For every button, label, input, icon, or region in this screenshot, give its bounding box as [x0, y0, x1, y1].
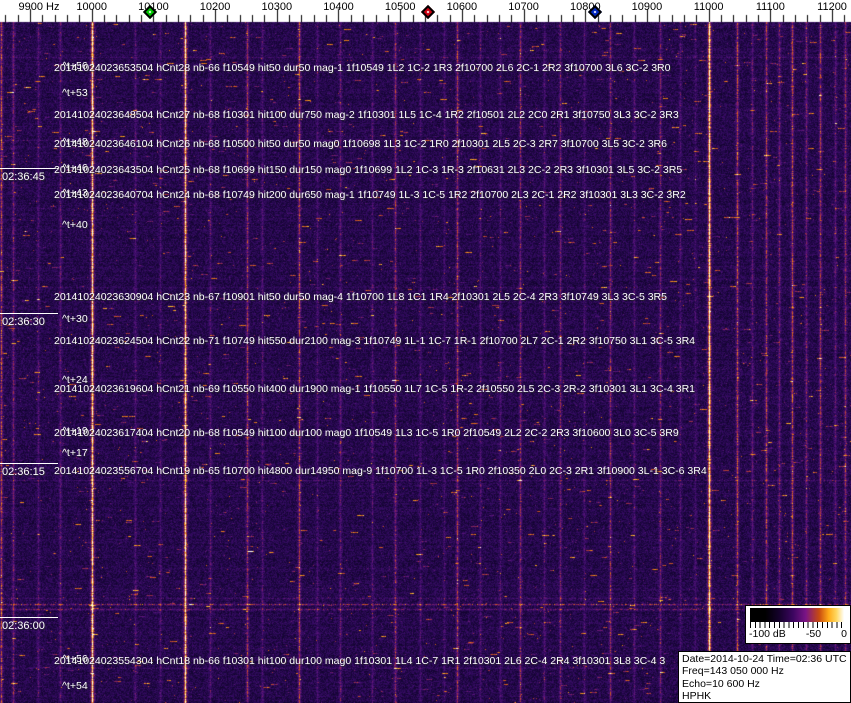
time-axis-label: 02:36:45: [0, 168, 58, 183]
second-marker: ^t+48: [62, 136, 88, 148]
info-date-time: Date=2014-10-24 Time=02:36 UTC: [682, 653, 847, 665]
info-frequency: Freq=143 050 000 Hz: [682, 665, 784, 678]
time-axis-label: 02:36:30: [0, 313, 58, 328]
freq-tick-label: 10000: [76, 1, 107, 13]
colorbar-tick-ruler: [750, 622, 846, 628]
event-log-line: 20141024023630904 hCnt23 nb-67 f10901 hi…: [54, 291, 667, 303]
second-marker: ^t+53: [62, 87, 88, 99]
event-log-line: 20141024023640704 hCnt24 nb-68 f10749 hi…: [54, 189, 686, 201]
event-log-line: 20141024023617404 hCnt20 nb-68 f10549 hi…: [54, 427, 679, 439]
time-axis-label: 02:36:15: [0, 463, 58, 478]
freq-tick-label: 10600: [446, 1, 478, 13]
marker-center-dot: [426, 10, 430, 14]
colorbar-label-min: -100 dB: [749, 628, 786, 640]
freq-tick-label: 11100: [755, 1, 785, 13]
info-station: HPHK: [682, 689, 712, 702]
second-marker: ^t+24: [62, 374, 88, 386]
freq-tick-label: 10500: [384, 1, 416, 13]
marker-center-dot: [593, 10, 596, 14]
second-marker: ^t+19: [62, 425, 88, 437]
freq-tick-label: 11200: [817, 1, 847, 13]
event-log-line: 20141024023624504 hCnt22 nb-71 f10749 hi…: [54, 335, 695, 347]
second-marker: ^t+17: [62, 447, 88, 459]
second-marker: ^t+46: [62, 162, 88, 174]
freq-tick-label: 10700: [508, 1, 539, 13]
time-axis-label: 02:36:00: [0, 617, 58, 632]
freq-tick-label: 9900 Hz: [18, 1, 60, 13]
second-marker: ^t+56: [62, 60, 88, 72]
event-log-line: 20141024023556704 hCnt19 nb-65 f10700 hi…: [54, 465, 707, 477]
event-log-line: 20141024023646104 hCnt26 nb-68 f10500 hi…: [54, 138, 667, 150]
second-marker: ^t+54: [62, 680, 88, 692]
colorbar-label-mid: -50: [805, 628, 822, 640]
info-echo: Echo=10 600 Hz: [682, 677, 760, 690]
status-info-box: Date=2014-10-24 Time=02:36 UTC Freq=143 …: [678, 651, 851, 703]
event-log-line: 20141024023554304 hCnt18 nb-66 f10301 hi…: [54, 655, 666, 667]
freq-tick-label: 11000: [693, 1, 724, 13]
colorbar-gradient: [750, 608, 846, 622]
second-marker: ^t+30: [62, 313, 88, 325]
db-colorbar: -100 dB -50 0: [745, 605, 851, 644]
event-log-line: 20141024023653504 hCnt28 nb-66 f10549 hi…: [54, 62, 671, 74]
colorbar-labels: -100 dB -50 0: [746, 628, 850, 640]
event-log-line: 20141024023643504 hCnt25 nb-68 f10699 hi…: [54, 164, 683, 176]
freq-tick-label: 10300: [261, 1, 293, 13]
marker-center-dot: [148, 10, 152, 14]
freq-tick-label: 10900: [631, 1, 663, 13]
freq-tick-label: 10200: [199, 1, 231, 13]
freq-tick-label: 10400: [323, 1, 354, 13]
second-marker: ^t+43: [62, 187, 88, 199]
colorbar-label-max: 0: [841, 628, 847, 640]
event-log-line: 20141024023648504 hCnt27 nb-68 f10301 hi…: [54, 109, 679, 121]
second-marker: ^t+56: [62, 653, 88, 665]
event-log-line: 20141024023619604 hCnt21 nb-69 f10550 hi…: [54, 383, 695, 395]
second-marker: ^t+40: [62, 219, 88, 231]
